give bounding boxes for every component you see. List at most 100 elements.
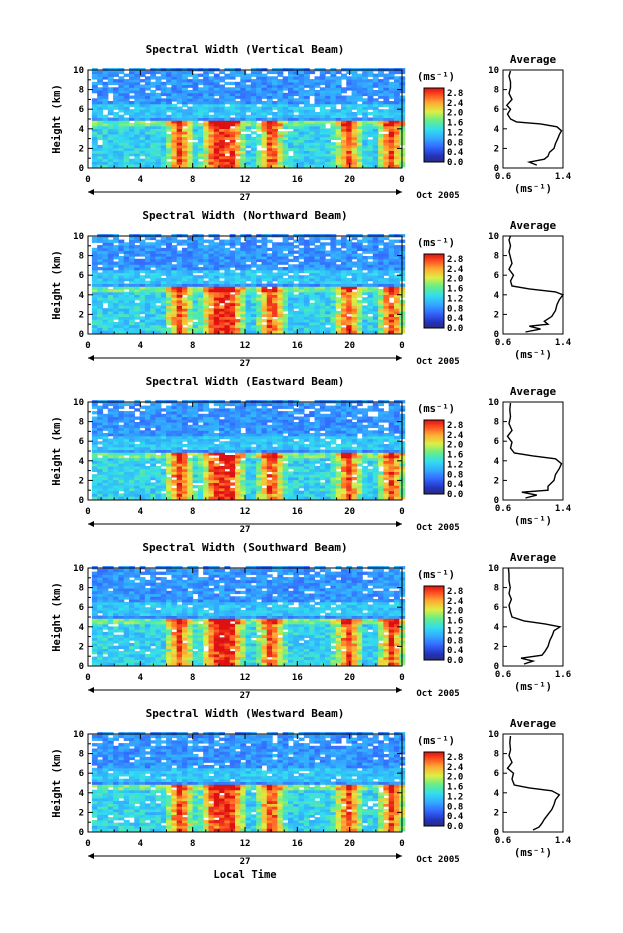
heatmap-cell	[203, 281, 209, 284]
heatmap-cell	[325, 76, 331, 79]
heatmap-cell	[309, 303, 315, 306]
heatmap-cell	[145, 242, 151, 245]
heatmap-cell	[156, 240, 162, 243]
heatmap-cell	[103, 414, 109, 417]
colorbar-tick-label: 1.2	[447, 128, 463, 138]
avg-y-tick-label: 10	[488, 66, 499, 76]
y-axis-label: Height (km)	[51, 250, 63, 320]
heatmap-cell	[182, 109, 188, 112]
heatmap-cell	[262, 319, 268, 322]
heatmap-cell	[325, 327, 331, 330]
heatmap-cell	[166, 406, 172, 409]
x-tick-label: 4	[138, 341, 144, 351]
heatmap-cell	[187, 79, 193, 82]
heatmap-cell	[209, 240, 215, 243]
heatmap-cell	[293, 284, 299, 287]
panel-title: Spectral Width (Eastward Beam)	[146, 375, 345, 388]
heatmap-cell	[309, 79, 315, 82]
heatmap-cell	[235, 142, 241, 145]
heatmap-cell	[283, 253, 289, 256]
heatmap-cell	[235, 319, 241, 322]
heatmap-cell	[150, 90, 156, 93]
heatmap-cell	[224, 408, 230, 411]
heatmap-cell	[182, 297, 188, 300]
heatmap-cell	[92, 82, 98, 85]
colorbar-tick-label: 1.6	[447, 285, 463, 295]
heatmap-cell	[124, 292, 130, 295]
heatmap-cell	[293, 115, 299, 118]
colorbar-tick-label: 0.4	[447, 314, 464, 324]
heatmap-cell	[166, 87, 172, 90]
heatmap-cell	[336, 240, 342, 243]
colorbar-tick-label: 0.0	[447, 158, 463, 168]
heatmap-cell	[103, 308, 109, 311]
heatmap-cell	[362, 297, 368, 300]
heatmap-cell	[383, 237, 389, 240]
avg-x-label: (ms⁻¹)	[514, 349, 552, 361]
heatmap-cell	[97, 145, 103, 148]
heatmap-cell	[140, 430, 146, 433]
heatmap-cell	[182, 128, 188, 131]
heatmap-cell	[124, 403, 130, 406]
heatmap-cell	[309, 71, 315, 74]
heatmap-cell	[140, 275, 146, 278]
heatmap-cell	[235, 82, 241, 85]
heatmap-cell	[352, 242, 358, 245]
heatmap-cell	[219, 240, 225, 243]
heatmap-cell	[156, 93, 162, 96]
x-tick-label: 0	[85, 341, 90, 351]
heatmap-cell	[383, 242, 389, 245]
heatmap-cell	[92, 237, 98, 240]
heatmap-cell	[315, 90, 321, 93]
heatmap-cell	[256, 123, 262, 126]
heatmap-cell	[193, 142, 199, 145]
colorbar	[424, 88, 444, 162]
heatmap-cell	[352, 270, 358, 273]
heatmap-cell	[373, 90, 379, 93]
heatmap-cell	[267, 118, 273, 121]
heatmap-cell	[124, 242, 130, 245]
avg-y-tick-label: 8	[494, 252, 499, 262]
x-tick-label: 20	[344, 341, 355, 351]
heatmap-cell	[346, 278, 352, 281]
heatmap-cell	[161, 237, 167, 240]
heatmap-cell	[277, 242, 283, 245]
heatmap-cell	[368, 112, 374, 115]
heatmap-cell	[304, 240, 310, 243]
heatmap-cell	[145, 76, 151, 79]
heatmap-cell	[198, 414, 204, 417]
colorbar-tick-label: 2.0	[447, 109, 463, 119]
panel-title: Spectral Width (Vertical Beam)	[146, 43, 345, 56]
heatmap-cell	[309, 248, 315, 251]
x-tick-label: 0	[85, 175, 90, 185]
heatmap-cell	[383, 109, 389, 112]
heatmap-cell	[156, 466, 162, 469]
heatmap-cell	[182, 327, 188, 330]
heatmap-cell	[97, 87, 103, 90]
heatmap-cell	[113, 262, 119, 265]
heatmap-cell	[198, 123, 204, 126]
heatmap-cell	[230, 82, 236, 85]
x-tick-label: 12	[240, 341, 251, 351]
heatmap-cell	[341, 237, 347, 240]
heatmap-cell	[336, 248, 342, 251]
heatmap-cell	[336, 71, 342, 74]
heatmap-cell	[394, 240, 400, 243]
heatmap-cell	[362, 237, 368, 240]
avg-x-tick-label: 1.4	[555, 338, 572, 348]
heatmap-cell	[346, 316, 352, 319]
heatmap-cell	[362, 256, 368, 259]
heatmap-cell	[134, 259, 140, 262]
heatmap-cell	[182, 450, 188, 453]
heatmap-cell	[389, 101, 395, 104]
heatmap-cell	[187, 142, 193, 145]
heatmap-cell	[336, 109, 342, 112]
heatmap-cell	[267, 76, 273, 79]
heatmap-cell	[315, 76, 321, 79]
heatmap-cell	[325, 242, 331, 245]
heatmap-cell	[352, 112, 358, 115]
heatmap-cell	[256, 275, 262, 278]
day-label: 27	[240, 359, 251, 369]
colorbar-tick-label: 1.6	[447, 119, 463, 129]
date-label: Oct 2005	[416, 357, 459, 367]
